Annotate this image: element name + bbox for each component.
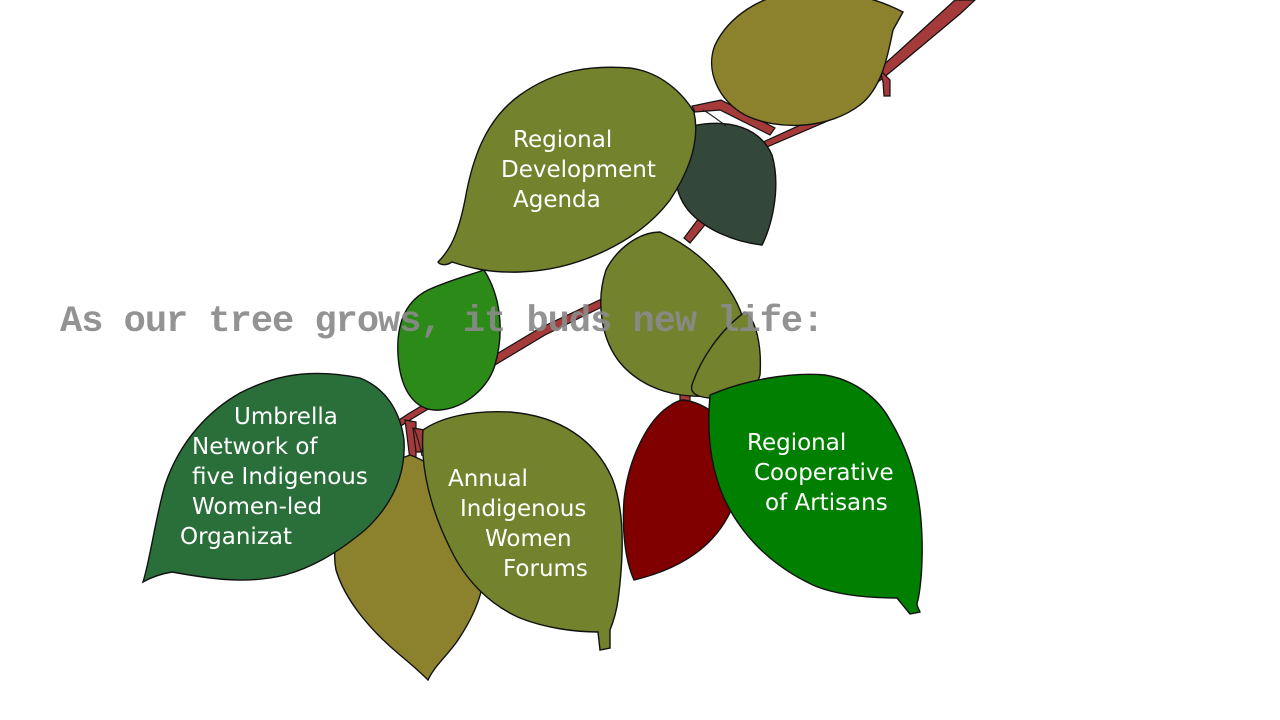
leaf-regional-cooperative: [708, 373, 923, 615]
leaf-top-right: [710, 0, 904, 127]
leaf-bright-green-left: [397, 269, 501, 411]
leaf-umbrella-network: [141, 372, 405, 584]
leaf-label-line: Development: [501, 157, 656, 183]
leaf-label-line: Annual: [448, 466, 528, 492]
leaf-label-line: Organizat: [180, 524, 292, 550]
leaf-label-line: five Indigenous: [192, 464, 368, 490]
branch-twig-top: [878, 68, 891, 97]
label-regional-cooperative: Regional Cooperative of Artisans: [747, 430, 894, 516]
leaf-label-line: Women: [485, 526, 572, 552]
label-umbrella-network: Umbrella Network of five Indigenous Wome…: [180, 404, 368, 550]
leaf-vein-1: [702, 109, 727, 127]
leaf-label-line: Indigenous: [460, 496, 586, 522]
leaf-annual-forums: [421, 410, 623, 651]
label-regional-development: Regional Development Agenda: [501, 127, 656, 213]
leaf-label-line: Network of: [192, 434, 318, 460]
leaf-label-line: Agenda: [513, 187, 601, 213]
leaf-label-line: Cooperative: [754, 460, 894, 486]
leaf-label-line: Women-led: [192, 494, 322, 520]
leaf-regional-development: [437, 66, 697, 273]
leaf-vein-2: [413, 427, 423, 457]
branch-twig-rda: [691, 99, 776, 136]
leaf-label-line: Forums: [503, 556, 588, 582]
leaf-label-line: Regional: [747, 430, 846, 456]
headline-text: As our tree grows, it buds new life:: [60, 301, 823, 343]
leaf-label-line: Umbrella: [234, 404, 338, 430]
label-annual-forums: Annual Indigenous Women Forums: [448, 466, 588, 582]
tree-leaves: [141, 0, 923, 682]
leaf-label-line: of Artisans: [765, 490, 888, 516]
leaf-dark-slate: [675, 122, 777, 246]
leaf-label-line: Regional: [513, 127, 612, 153]
